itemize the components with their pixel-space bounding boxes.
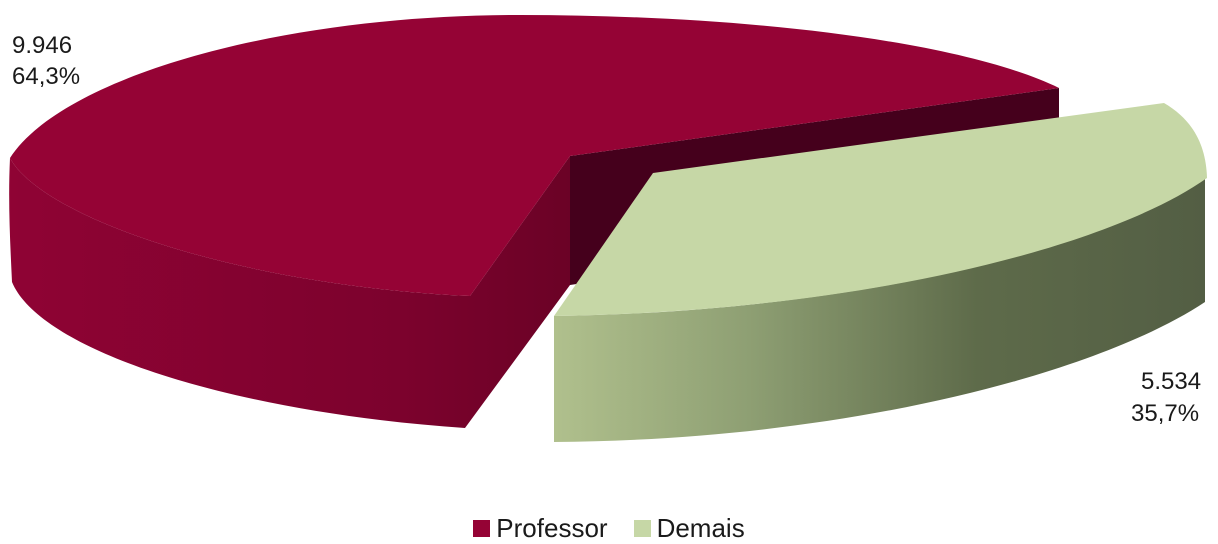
data-label-professor-value: 9.946: [12, 32, 72, 59]
legend-label-professor: Professor: [496, 513, 608, 543]
legend-label-demais: Demais: [656, 513, 745, 543]
data-label-demais-value: 5.534: [1141, 368, 1201, 395]
legend-item-professor[interactable]: Professor: [473, 513, 608, 544]
legend-swatch-demais: [633, 520, 651, 537]
data-label-professor-percent: 64,3%: [12, 63, 80, 90]
slice-demais-top: [554, 103, 1207, 316]
data-label-professor: 9.946 64,3%: [12, 32, 80, 90]
slice-professor-top: [10, 15, 1059, 296]
slice-professor-outer-wall: [9, 156, 571, 428]
slice-demais-front-wall: [554, 178, 1205, 442]
legend-swatch-professor: [473, 520, 491, 537]
chart-legend: Professor Demais: [0, 513, 1218, 544]
data-label-demais: 5.534 35,7%: [1131, 368, 1201, 427]
legend-item-demais[interactable]: Demais: [633, 513, 745, 544]
data-label-demais-percent: 35,7%: [1131, 400, 1199, 427]
slice-demais[interactable]: [554, 103, 1207, 442]
